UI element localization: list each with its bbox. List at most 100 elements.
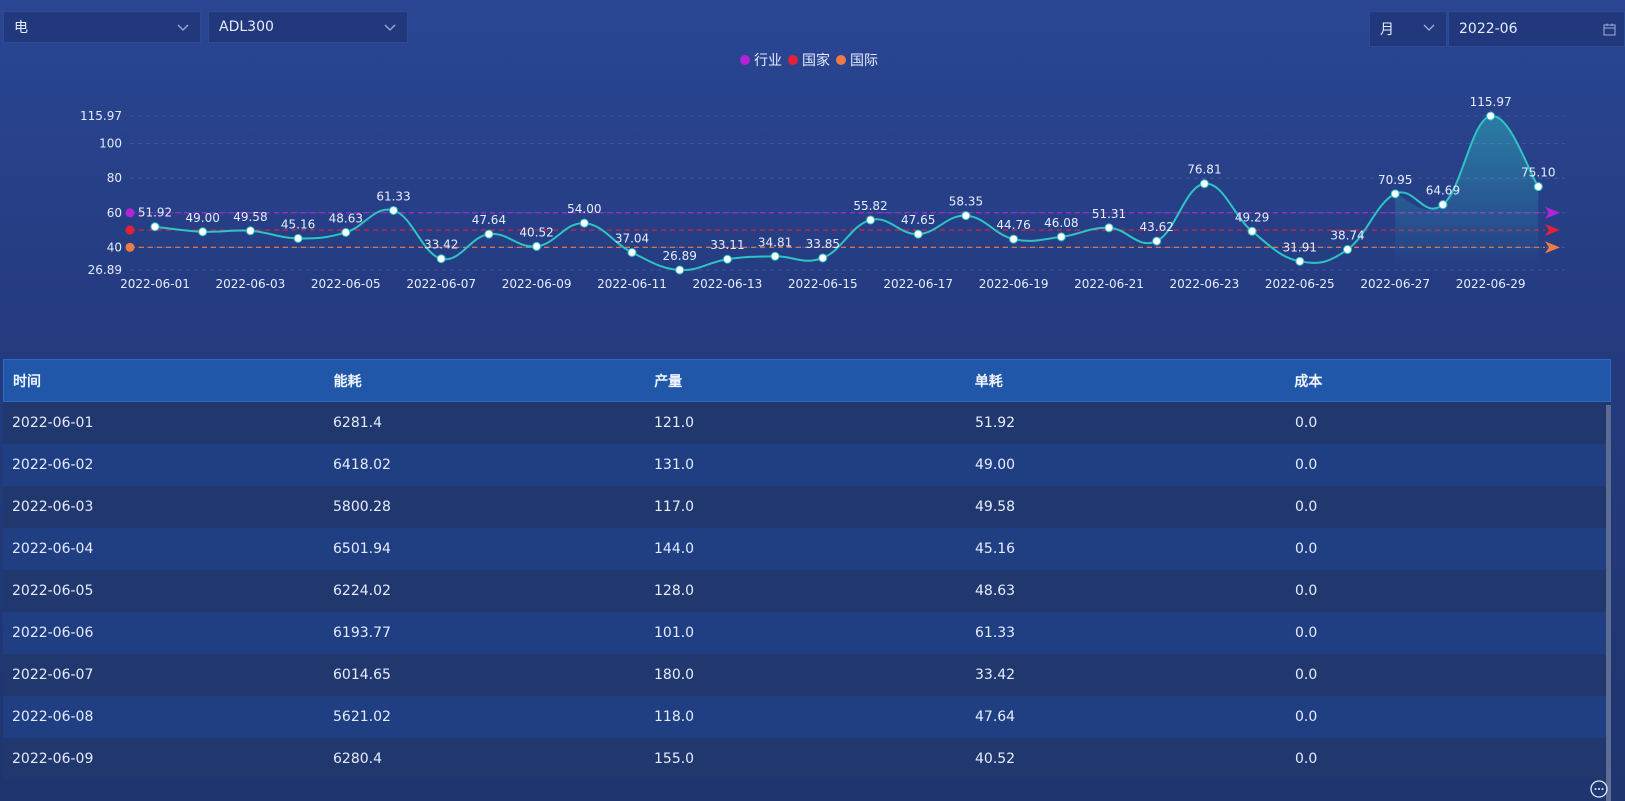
table-cell: 128.0: [654, 583, 695, 599]
data-label: 48.63: [329, 211, 363, 225]
x-tick-label: 2022-06-09: [502, 277, 572, 291]
table-scrollbar[interactable]: [1606, 405, 1611, 801]
table-row[interactable]: 2022-06-02 6418.02 131.0 49.00 0.0: [3, 444, 1611, 486]
table-cell: 48.63: [975, 583, 1016, 599]
month-date-picker[interactable]: 2022-06: [1448, 11, 1625, 47]
table-cell: 2022-06-01: [12, 415, 94, 431]
legend-label: 行业: [754, 53, 782, 69]
table-header: 时间 能耗 产量 单耗 成本: [3, 359, 1611, 402]
x-tick-label: 2022-06-17: [883, 277, 953, 291]
chevron-down-icon: [384, 24, 396, 31]
table-cell: 33.42: [975, 667, 1016, 683]
data-label: 31.91: [1283, 240, 1317, 254]
energy-type-select[interactable]: 电: [3, 11, 201, 43]
data-point: [866, 215, 875, 225]
legend-marker: [836, 55, 846, 65]
column-header-energy[interactable]: 能耗: [333, 373, 362, 390]
device-select[interactable]: ADL300: [208, 11, 408, 43]
y-tick-label: 100: [99, 137, 122, 151]
data-label: 26.89: [663, 249, 697, 263]
table-cell: 131.0: [654, 457, 695, 473]
table-cell: 51.92: [975, 415, 1016, 431]
table-cell: 61.33: [975, 625, 1016, 641]
data-label: 51.92: [138, 206, 172, 220]
legend-marker: [788, 55, 798, 65]
table-cell: 2022-06-05: [12, 583, 94, 599]
data-label: 76.81: [1187, 163, 1221, 177]
data-point: [1390, 189, 1400, 199]
data-label: 38.74: [1330, 229, 1364, 243]
table-cell: 0.0: [1295, 541, 1318, 557]
data-point: [389, 205, 398, 215]
data-point: [532, 241, 542, 251]
data-point: [1295, 256, 1305, 266]
data-point: [1104, 223, 1114, 233]
data-label: 43.62: [1140, 220, 1174, 234]
period-select[interactable]: 月: [1369, 11, 1447, 47]
y-tick-label: 80: [107, 171, 122, 185]
column-header-unit-consumption[interactable]: 单耗: [974, 373, 1003, 390]
chevron-down-icon: [1423, 24, 1435, 31]
column-header-output[interactable]: 产量: [654, 373, 683, 390]
data-label: 49.29: [1235, 210, 1269, 224]
x-tick-label: 2022-06-23: [1170, 277, 1240, 291]
data-point: [627, 247, 637, 257]
table-row[interactable]: 2022-06-01 6281.4 121.0 51.92 0.0: [3, 402, 1611, 444]
table-cell: 2022-06-03: [12, 499, 94, 515]
x-tick-label: 2022-06-07: [406, 277, 476, 291]
data-point: [484, 229, 494, 239]
y-tick-label: 60: [107, 206, 122, 220]
table-row[interactable]: 2022-06-04 6501.94 144.0 45.16 0.0: [3, 528, 1611, 570]
table-cell: 2022-06-06: [12, 625, 94, 641]
table-cell: 180.0: [654, 667, 695, 683]
data-label: 58.35: [949, 195, 983, 209]
table-cell: 144.0: [654, 541, 695, 557]
data-point: [1533, 182, 1543, 192]
table-cell: 101.0: [654, 625, 695, 641]
x-tick-label: 2022-06-27: [1360, 277, 1430, 291]
table-cell: 0.0: [1295, 457, 1318, 473]
table-body: 2022-06-01 6281.4 121.0 51.92 0.0 2022-06-02 6…: [3, 402, 1611, 780]
table-row[interactable]: 2022-06-05 6224.02 128.0 48.63 0.0: [3, 570, 1611, 612]
legend-label: 国际: [850, 53, 878, 69]
legend-item-international[interactable]: 国际: [836, 50, 878, 70]
data-label: 33.11: [710, 238, 744, 252]
data-point: [245, 226, 255, 236]
unit-consumption-line-chart: 115.97 100 80 60 40 26.89 51.92 49.00 49.58 45.16…: [80, 95, 1565, 291]
table-row[interactable]: 2022-06-06 6193.77 101.0 61.33 0.0: [3, 612, 1611, 654]
legend-item-national[interactable]: 国家: [788, 50, 830, 70]
table-cell: 0.0: [1295, 625, 1318, 641]
table-cell: 2022-06-04: [12, 541, 94, 557]
y-tick-label: 40: [107, 240, 122, 254]
data-point: [818, 253, 828, 263]
legend-marker: [740, 55, 750, 65]
period-value: 月: [1380, 22, 1394, 38]
table-cell: 121.0: [654, 415, 695, 431]
reference-arrow: [1545, 206, 1560, 219]
x-tick-label: 2022-06-15: [788, 277, 858, 291]
table-cell: 40.52: [975, 751, 1016, 767]
data-point: [1152, 236, 1162, 246]
data-label: 55.82: [853, 199, 887, 213]
table-cell: 6501.94: [333, 541, 391, 557]
table-cell: 5800.28: [333, 499, 391, 515]
column-header-cost[interactable]: 成本: [1294, 373, 1323, 390]
data-label: 64.69: [1426, 184, 1460, 198]
data-label: 51.31: [1092, 207, 1126, 221]
energy-type-value: 电: [14, 20, 28, 36]
data-table: 时间 能耗 产量 单耗 成本 2022-06-01 6281.4 121.0 51.9…: [3, 359, 1611, 801]
table-cell: 6193.77: [333, 625, 391, 641]
legend-item-industry[interactable]: 行业: [740, 50, 782, 70]
table-row[interactable]: 2022-06-08 5621.02 118.0 47.64 0.0: [3, 696, 1611, 738]
chat-icon[interactable]: [1589, 779, 1609, 799]
table-row[interactable]: 2022-06-09 6280.4 155.0 40.52 0.0: [3, 738, 1611, 780]
table-row[interactable]: 2022-06-07 6014.65 180.0 33.42 0.0: [3, 654, 1611, 696]
table-cell: 2022-06-07: [12, 667, 94, 683]
table-row[interactable]: 2022-06-03 5800.28 117.0 49.58 0.0: [3, 486, 1611, 528]
data-label: 37.04: [615, 231, 649, 245]
series-area: [1395, 115, 1539, 270]
data-point: [150, 222, 160, 232]
data-point: [961, 211, 971, 221]
column-header-time[interactable]: 时间: [13, 373, 41, 390]
data-label: 49.00: [186, 211, 220, 225]
